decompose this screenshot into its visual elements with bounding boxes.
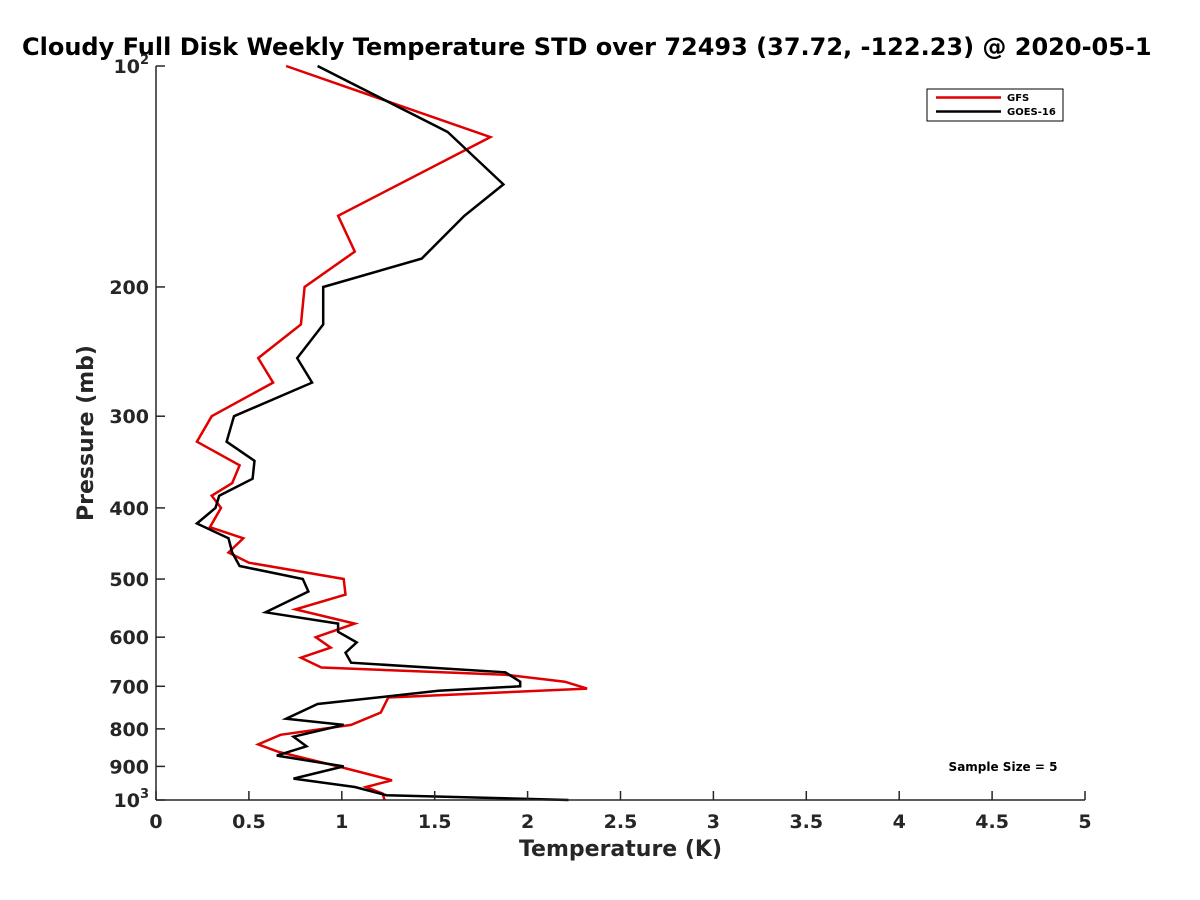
y-tick-label: 103 [114, 787, 150, 812]
x-tick-label: 2 [521, 811, 534, 833]
legend-label-goes16: GOES-16 [1007, 107, 1056, 118]
y-tick-exponent: 3 [140, 787, 149, 802]
y-tick-label: 400 [109, 498, 149, 520]
y-tick-label: 600 [109, 627, 149, 649]
x-tick-label: 2.5 [604, 811, 638, 833]
y-tick-base: 10 [114, 56, 140, 78]
y-tick-label: 900 [109, 756, 149, 778]
x-tick-label: 1 [335, 811, 348, 833]
y-tick-label: 700 [109, 676, 149, 698]
y-tick-label: 300 [109, 406, 149, 428]
chart-title: Cloudy Full Disk Weekly Temperature STD … [22, 33, 1152, 61]
x-tick-label: 5 [1078, 811, 1091, 833]
series-layer [194, 64, 588, 802]
y-tick-label: 102 [114, 53, 150, 78]
y-tick-label: 200 [109, 277, 149, 299]
x-tick-label: 1.5 [418, 811, 452, 833]
x-tick-label: 0.5 [232, 811, 266, 833]
y-tick-exponent: 2 [140, 53, 149, 68]
y-axis-label: Pressure (mb) [74, 345, 99, 521]
x-ticks: 0 0.5 1 1.5 2 2.5 3 3.5 4 4.5 5 [149, 791, 1092, 833]
plot-area [156, 66, 1085, 800]
legend-box [926, 88, 1064, 122]
legend: GFS GOES-16 [926, 88, 1064, 122]
x-tick-label: 0 [149, 811, 162, 833]
x-tick-label: 3.5 [789, 811, 823, 833]
x-tick-label: 4 [893, 811, 906, 833]
sample-size-annotation: Sample Size = 5 [949, 760, 1058, 774]
x-tick-label: 4.5 [975, 811, 1009, 833]
y-tick-label: 800 [109, 719, 149, 741]
series-line-gfs [195, 64, 588, 801]
legend-label-gfs: GFS [1007, 93, 1029, 104]
y-tick-label: 500 [109, 569, 149, 591]
series-line-goes16 [194, 64, 569, 802]
y-tick-base: 10 [114, 790, 140, 812]
x-tick-label: 3 [707, 811, 720, 833]
x-axis-label: Temperature (K) [519, 837, 722, 862]
